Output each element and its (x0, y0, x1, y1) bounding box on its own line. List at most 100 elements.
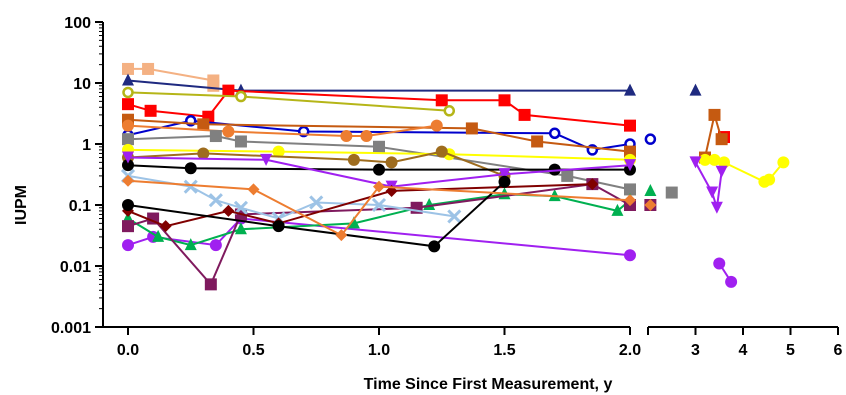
series-line (127, 91, 450, 112)
data-point (708, 153, 721, 166)
data-point (689, 156, 702, 169)
data-point-stroke (309, 195, 324, 210)
data-point (689, 83, 702, 96)
data-point (718, 156, 730, 169)
data-point (708, 108, 721, 121)
data-point (122, 119, 134, 132)
data-point (715, 133, 728, 146)
data-point (624, 145, 636, 158)
data-point (122, 239, 134, 252)
data-point (152, 229, 165, 242)
series-line (127, 193, 631, 247)
data-point (204, 278, 217, 291)
data-point (260, 153, 273, 166)
data-point (122, 151, 134, 164)
series-15 (120, 168, 462, 226)
data-point (122, 86, 134, 99)
series-18 (122, 174, 657, 242)
data-point (234, 222, 247, 235)
data-point (272, 220, 285, 233)
series-line (127, 150, 505, 177)
y-tick-label: 100 (64, 15, 91, 32)
x-tick-label: 1.0 (368, 342, 390, 359)
y-tick-label: 1 (82, 137, 91, 154)
data-point (447, 209, 462, 224)
data-point-stroke (371, 197, 387, 213)
data-point (665, 186, 678, 199)
data-point (443, 105, 456, 117)
data-point (159, 220, 172, 233)
data-point (644, 183, 657, 196)
data-point (465, 122, 478, 135)
data-point (235, 90, 247, 103)
data-point (706, 186, 719, 199)
data-point (234, 135, 247, 148)
data-point (142, 62, 155, 75)
data-point (122, 174, 134, 187)
x-tick-label: 5 (786, 342, 795, 359)
series-8 (122, 143, 790, 188)
data-point (624, 194, 636, 207)
data-point (347, 216, 360, 229)
data-point (611, 203, 624, 216)
series-3 (122, 86, 456, 117)
data-point (122, 62, 134, 75)
series-11 (122, 151, 728, 214)
data-point (430, 119, 443, 132)
series-14 (122, 178, 657, 291)
series-line (694, 161, 723, 209)
data-point-stroke (208, 193, 223, 208)
data-point-stroke (183, 179, 198, 194)
data-point (184, 238, 197, 251)
data-point (713, 257, 726, 270)
y-tick-label: 0.1 (69, 198, 91, 215)
data-point (624, 83, 636, 96)
y-tick-label: 0.01 (60, 259, 91, 276)
data-point (518, 108, 531, 121)
x-tick-label: 6 (834, 342, 843, 359)
data-point (373, 163, 385, 176)
data-point-stroke (447, 209, 462, 224)
y-axis-title: IUPM (13, 185, 30, 225)
data-point (335, 229, 348, 242)
series-line (127, 134, 631, 191)
series-line (127, 217, 631, 257)
data-point (373, 140, 385, 153)
data-point (222, 125, 235, 138)
data-point (498, 168, 511, 181)
y-tick-label: 0.001 (51, 320, 91, 337)
series-2 (122, 84, 730, 144)
data-point (498, 175, 511, 188)
data-point (699, 153, 711, 166)
data-point (340, 130, 353, 143)
data-point (183, 179, 198, 194)
data-point (122, 98, 134, 111)
data-point (207, 79, 220, 92)
series-7 (122, 130, 678, 199)
x-tick-label: 2.0 (619, 342, 641, 359)
data-point (122, 133, 134, 146)
data-point (644, 133, 657, 145)
data-point (197, 147, 210, 160)
data-point (548, 127, 561, 140)
data-point (197, 118, 210, 131)
data-point (710, 201, 723, 214)
data-point (624, 119, 636, 132)
data-point (763, 173, 776, 186)
x-tick-label: 0.0 (117, 342, 139, 359)
series-17 (122, 175, 511, 253)
data-point (122, 73, 134, 86)
series-layer (120, 62, 790, 291)
data-point (122, 199, 134, 211)
series-6 (122, 119, 443, 143)
data-point (233, 200, 249, 215)
x-tick-label: 1.5 (493, 342, 515, 359)
data-point (122, 159, 134, 172)
data-point (428, 240, 441, 253)
axes: 0.001 0.01 0.1 1 10 100 0.0 0.5 1.0 1.5 2.0 3 4 5 6 (51, 15, 843, 359)
data-point (373, 180, 385, 193)
data-point (644, 199, 657, 211)
data-point (624, 183, 636, 196)
data-point (624, 249, 636, 262)
